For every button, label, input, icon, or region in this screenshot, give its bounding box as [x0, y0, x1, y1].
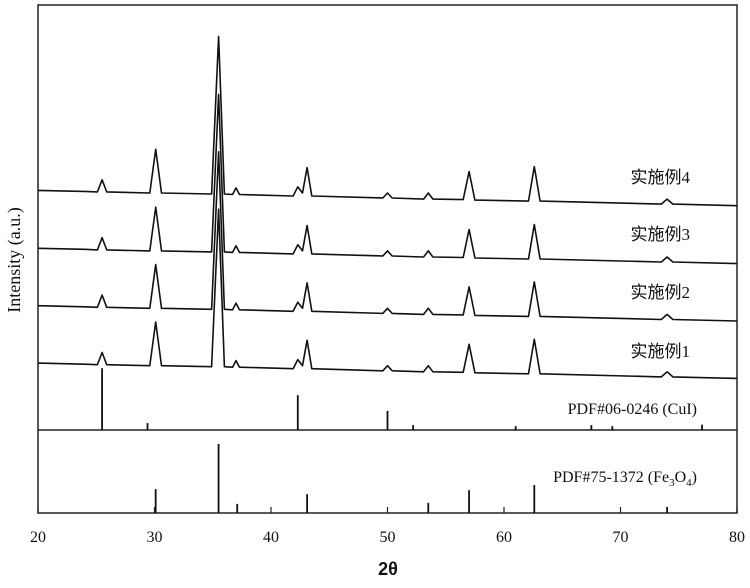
x-tick-label: 40: [263, 529, 279, 546]
y-axis-label: Intensity (a.u.): [4, 207, 25, 312]
x-tick-label: 80: [729, 529, 745, 546]
reference-label-part: ): [692, 469, 697, 486]
x-tick-label: 70: [613, 529, 629, 546]
series-label: 实施例1: [631, 342, 691, 361]
series-label: 实施例3: [631, 225, 691, 244]
reference-label: PDF#75-1372 (Fe3O4): [553, 469, 697, 489]
x-tick-label: 50: [380, 529, 396, 546]
x-tick-label: 30: [147, 529, 163, 546]
x-tick-label: 20: [30, 529, 46, 546]
reference-label: PDF#06-0246 (CuI): [568, 401, 697, 418]
chart: Intensity (a.u.) 2θ 20 30 40 50 60 70 80 实施例1 实施…: [0, 0, 750, 583]
reference-label-part: PDF#06-0246 (CuI): [568, 401, 697, 418]
x-axis-label: 2θ: [378, 559, 398, 579]
reference-label-part: PDF#75-1372 (Fe: [553, 469, 669, 486]
x-tick-label: 60: [496, 529, 512, 546]
series-label: 实施例4: [631, 168, 691, 187]
series-label: 实施例2: [631, 283, 691, 302]
plot-frame: [38, 5, 737, 513]
reference-label-part: O: [675, 469, 687, 486]
